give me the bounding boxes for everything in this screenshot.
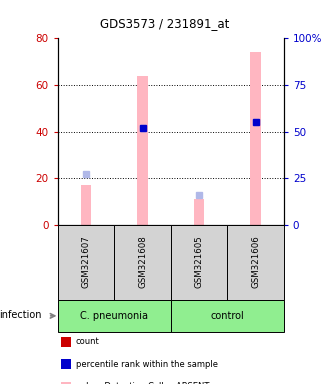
Text: GDS3573 / 231891_at: GDS3573 / 231891_at — [100, 17, 230, 30]
Text: count: count — [76, 337, 100, 346]
Text: GSM321607: GSM321607 — [82, 236, 90, 288]
Text: GSM321605: GSM321605 — [194, 236, 204, 288]
Text: C. pneumonia: C. pneumonia — [80, 311, 148, 321]
Bar — [250, 52, 261, 225]
Bar — [81, 185, 91, 225]
Text: GSM321608: GSM321608 — [138, 236, 147, 288]
Text: percentile rank within the sample: percentile rank within the sample — [76, 359, 218, 369]
Text: GSM321606: GSM321606 — [251, 236, 260, 288]
Text: value, Detection Call = ABSENT: value, Detection Call = ABSENT — [76, 382, 209, 384]
Text: infection: infection — [0, 310, 41, 320]
Text: control: control — [211, 311, 244, 321]
Bar — [137, 76, 148, 225]
Bar — [194, 199, 204, 225]
